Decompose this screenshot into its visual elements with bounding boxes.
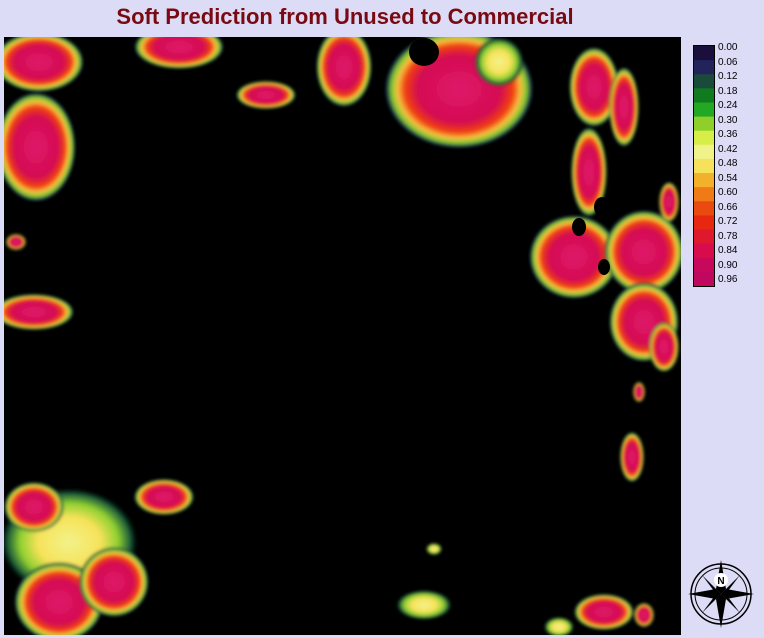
north-arrow-icon: N (688, 560, 754, 628)
legend-label: 0.84 (718, 245, 738, 256)
legend-color-bar (693, 45, 715, 287)
high-probability-zones (4, 37, 681, 635)
legend-swatch (694, 187, 714, 202)
legend-label: 0.18 (718, 85, 738, 97)
holes (409, 38, 610, 275)
legend-label: 0.96 (718, 274, 738, 285)
legend-label: 0.90 (718, 259, 738, 271)
legend-swatch (694, 74, 714, 89)
legend-swatch (694, 158, 714, 174)
legend-swatch (694, 102, 714, 118)
legend-label: 0.00 (718, 42, 738, 53)
legend-swatch (694, 46, 714, 61)
legend: 0.00 0.06 0.12 0.18 0.24 0.30 0.36 0.42 0.48 0.54… (693, 42, 757, 287)
legend-label: 0.12 (718, 71, 738, 82)
legend-swatch (694, 60, 714, 75)
legend-label: 0.06 (718, 56, 738, 68)
legend-label: 0.24 (718, 100, 738, 111)
north-label: N (717, 576, 724, 587)
probability-raster-map (4, 37, 681, 635)
legend-swatch (694, 88, 714, 103)
legend-swatch (694, 144, 714, 160)
legend-label: 0.36 (718, 129, 738, 140)
legend-swatch (694, 173, 714, 188)
legend-swatch (694, 257, 714, 273)
legend-label: 0.48 (718, 158, 738, 169)
legend-swatch (694, 116, 714, 132)
legend-swatch (694, 201, 714, 216)
legend-swatch (694, 130, 714, 146)
legend-label: 0.42 (718, 143, 738, 155)
legend-swatch (694, 271, 714, 286)
legend-swatch (694, 243, 714, 259)
legend-label: 0.78 (718, 230, 738, 242)
legend-label: 0.60 (718, 187, 738, 198)
legend-swatch (694, 215, 714, 231)
legend-label: 0.72 (718, 216, 738, 227)
legend-label: 0.30 (718, 114, 738, 126)
legend-label: 0.66 (718, 201, 738, 213)
map-title: Soft Prediction from Unused to Commercia… (116, 4, 574, 29)
legend-swatch (694, 229, 714, 245)
legend-label: 0.54 (718, 172, 738, 184)
